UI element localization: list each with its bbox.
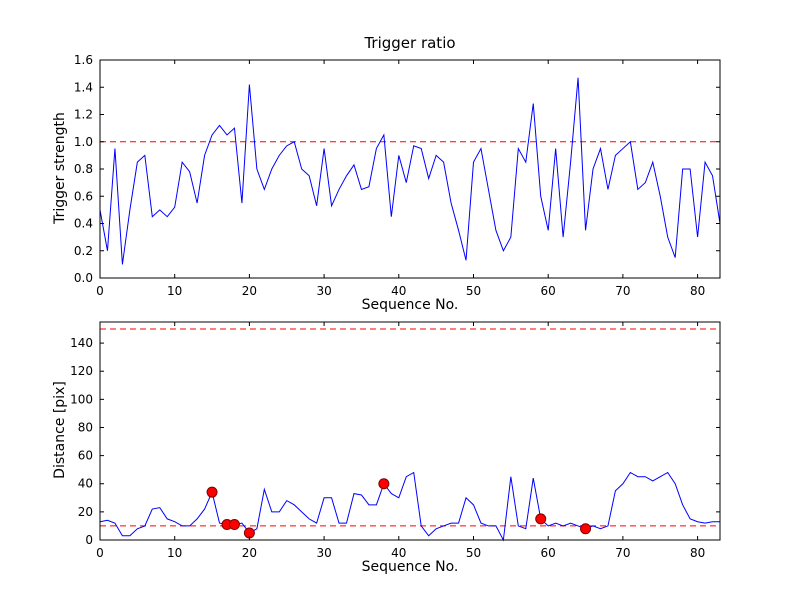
x-tick-label: 40	[391, 284, 406, 298]
data-line	[99, 77, 721, 265]
x-tick-label: 20	[242, 546, 257, 560]
y-tick-label: 140	[70, 336, 93, 350]
y-tick-label: 120	[70, 364, 93, 378]
y-tick-label: 1.2	[74, 108, 93, 122]
y-tick-label: 80	[78, 420, 93, 434]
chart-title: Trigger ratio	[364, 34, 456, 52]
top-ylabel: Trigger strength	[52, 112, 68, 224]
x-tick-label: 20	[242, 284, 257, 298]
y-tick-label: 1.4	[74, 80, 93, 94]
y-tick-label: 20	[78, 505, 93, 519]
y-tick-label: 0.4	[74, 217, 93, 231]
axes-frame	[99, 321, 721, 541]
x-tick-label: 10	[167, 284, 182, 298]
y-tick-label: 1.0	[74, 135, 93, 149]
y-tick-label: 0	[85, 533, 93, 547]
x-tick-label: 50	[466, 284, 481, 298]
y-tick-label: 0.0	[74, 271, 93, 285]
y-tick-label: 100	[70, 392, 93, 406]
x-tick-label: 50	[466, 546, 481, 560]
y-tick-label: 1.6	[74, 53, 93, 67]
event-marker	[228, 519, 240, 531]
y-tick-label: 0.6	[74, 189, 93, 203]
x-tick-label: 80	[690, 284, 705, 298]
bottom-xlabel: Sequence No.	[361, 559, 459, 575]
event-marker	[535, 513, 547, 525]
x-tick-label: 80	[690, 546, 705, 560]
data-line	[99, 471, 720, 542]
event-marker	[378, 478, 390, 490]
event-marker	[206, 486, 218, 498]
y-tick-label: 0.2	[74, 244, 93, 258]
x-tick-label: 60	[541, 546, 556, 560]
x-tick-label: 40	[391, 546, 406, 560]
top-xlabel: Sequence No.	[361, 297, 459, 313]
x-tick-label: 10	[167, 546, 182, 560]
x-tick-label: 70	[615, 546, 630, 560]
x-tick-label: 30	[316, 284, 331, 298]
axes-frame	[99, 59, 721, 279]
x-tick-label: 70	[615, 284, 630, 298]
y-tick-label: 0.8	[74, 162, 93, 176]
event-marker	[580, 523, 592, 535]
x-tick-label: 60	[541, 284, 556, 298]
y-tick-label: 40	[78, 477, 93, 491]
y-tick-label: 60	[78, 449, 93, 463]
x-tick-label: 0	[96, 546, 104, 560]
bottom-ylabel: Distance [pix]	[52, 381, 68, 479]
x-tick-label: 0	[96, 284, 104, 298]
x-tick-label: 30	[316, 546, 331, 560]
